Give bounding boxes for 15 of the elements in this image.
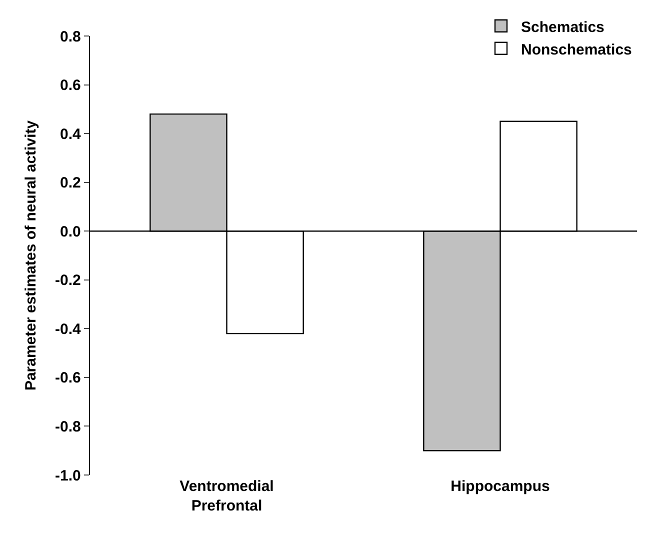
y-tick-label: -0.4 [55,320,82,338]
y-tick-label: -0.8 [55,418,81,436]
y-tick-label: 0.8 [60,28,81,46]
x-tick-label: Hippocampus [450,478,550,495]
x-tick-label: Ventromedial Prefrontal [180,478,274,514]
y-tick-label: -0.6 [55,370,81,387]
y-tick-label: 0.6 [60,77,81,94]
y-axis-title: Parameter estimates of neural activity [22,120,40,391]
y-tick-label: 0.2 [60,174,81,192]
y-tick-label: -1.0 [55,467,81,484]
legend-label: Nonschematics [521,41,632,58]
legend-label: Schematics [521,18,604,36]
y-tick-label: 0.0 [60,223,81,240]
y-tick-label: 0.4 [60,126,82,143]
y-tick-label: -0.2 [55,272,81,290]
